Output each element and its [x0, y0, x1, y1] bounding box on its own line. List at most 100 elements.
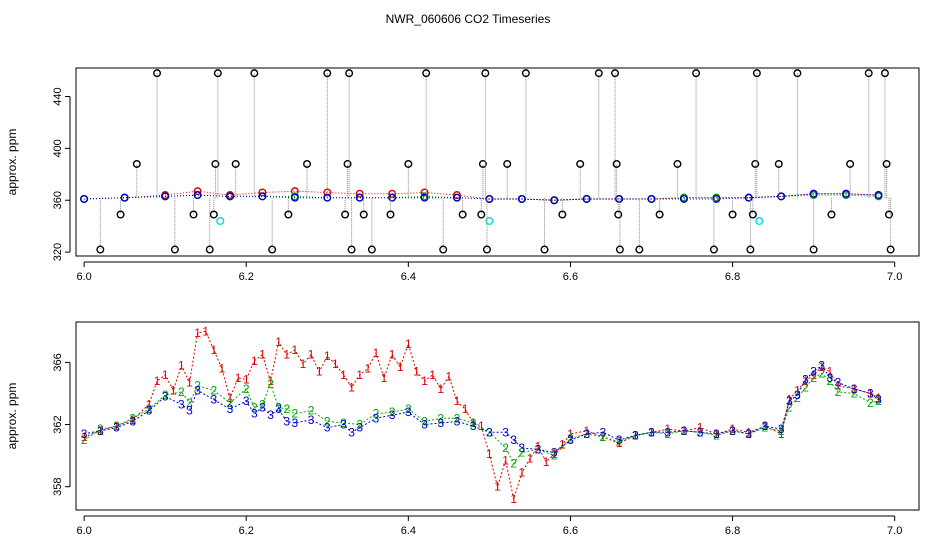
top-y-tick-label: 320: [52, 243, 64, 261]
bottom-data-point: 1: [283, 348, 290, 362]
bottom-data-point: 1: [429, 368, 436, 382]
top-data-point: [880, 69, 889, 78]
bottom-data-point: 1: [267, 374, 274, 388]
top-data-point: [885, 210, 894, 219]
bottom-x-tick-label: 6.8: [725, 525, 740, 537]
top-data-point: [594, 69, 603, 78]
bottom-data-point: 2: [810, 371, 817, 385]
bottom-data-point: 1: [518, 466, 525, 480]
bottom-data-point: 3: [713, 427, 720, 441]
top-data-point: [809, 245, 818, 254]
bottom-x-tick-label: 6.4: [401, 525, 416, 537]
bottom-data-point: 3: [875, 393, 882, 407]
bottom-data-point: 1: [194, 326, 201, 340]
top-data-point: [347, 245, 356, 254]
bottom-data-point: 2: [437, 411, 444, 425]
bottom-data-point: 1: [867, 386, 874, 400]
bottom-data-point: 3: [129, 414, 136, 428]
bottom-data-point: 3: [535, 442, 542, 456]
bottom-data-point: 3: [340, 418, 347, 432]
top-data-point: [550, 196, 559, 205]
bottom-data-point: 1: [413, 365, 420, 379]
top-data-point: [404, 159, 413, 168]
bottom-data-point: 1: [364, 362, 371, 376]
bottom-data-point: 1: [462, 402, 469, 416]
bottom-data-point: 1: [826, 365, 833, 379]
top-data-point: [692, 69, 701, 78]
top-x-tick-label: 6.0: [76, 271, 91, 283]
top-data-point: [323, 193, 332, 202]
top-data-point: [485, 194, 494, 203]
bottom-data-point: 1: [875, 391, 882, 405]
bottom-data-point: 3: [324, 421, 331, 435]
bottom-data-point: 3: [146, 404, 153, 418]
bottom-data-point: 3: [567, 433, 574, 447]
top-data-point: [517, 194, 526, 203]
top-data-point: [209, 210, 218, 219]
bottom-data-point: 1: [300, 357, 307, 371]
bottom-data-point: 3: [267, 408, 274, 422]
bottom-data-point: 3: [648, 425, 655, 439]
bottom-data-point: 2: [697, 425, 704, 439]
bottom-data-point: 3: [518, 441, 525, 455]
top-y-tick-label: 440: [52, 87, 64, 105]
bottom-data-point: 2: [259, 397, 266, 411]
bottom-data-point: 3: [583, 427, 590, 441]
bottom-data-point: 3: [664, 425, 671, 439]
bottom-y-tick-label: 358: [52, 478, 64, 496]
bottom-data-point: 3: [778, 422, 785, 436]
bottom-data-point: 1: [210, 343, 217, 357]
bottom-data-point: 2: [875, 394, 882, 408]
top-data-point: [323, 69, 332, 78]
top-data-point: [755, 216, 764, 225]
bottom-data-point: 3: [356, 421, 363, 435]
top-x-tick-label: 6.2: [239, 271, 254, 283]
bottom-data-point: 2: [275, 400, 282, 414]
top-data-point: [746, 245, 755, 254]
bottom-data-point: 1: [470, 416, 477, 430]
bottom-data-point: 2: [389, 405, 396, 419]
bottom-x-tick-label: 6.2: [239, 525, 254, 537]
bottom-data-point: 1: [835, 379, 842, 393]
top-data-point: [827, 210, 836, 219]
top-data-point: [420, 188, 429, 197]
bottom-data-point: 1: [389, 348, 396, 362]
bottom-data-point: 1: [664, 422, 671, 436]
top-data-point: [345, 69, 354, 78]
top-x-tick-label: 6.6: [563, 271, 578, 283]
bottom-data-point: 2: [826, 374, 833, 388]
top-data-point: [774, 159, 783, 168]
bottom-data-point: 2: [794, 391, 801, 405]
top-data-point: [213, 69, 222, 78]
bottom-data-point: 3: [437, 416, 444, 430]
bottom-data-point: 3: [502, 425, 509, 439]
top-data-point: [748, 210, 757, 219]
bottom-data-point: 1: [227, 391, 234, 405]
bottom-data-point: 2: [600, 430, 607, 444]
bottom-data-point: 2: [186, 396, 193, 410]
bottom-data-point: 2: [851, 386, 858, 400]
top-axes: 6.0 6.2 6.4 6.6 6.8 7.0 320 360 400 440: [52, 87, 902, 283]
bottom-data-point: 3: [600, 425, 607, 439]
top-data-point: [481, 69, 490, 78]
top-data-point: [874, 191, 883, 200]
bottom-data-point: 3: [348, 425, 355, 439]
bottom-data-point: 2: [129, 411, 136, 425]
bottom-data-point: 1: [583, 424, 590, 438]
bottom-data-point: 1: [794, 383, 801, 397]
top-data-point: [80, 194, 89, 203]
bottom-data-point: 1: [81, 430, 88, 444]
bottom-x-tick-label: 6.0: [76, 525, 91, 537]
top-data-point: [439, 245, 448, 254]
bottom-data-point: 3: [251, 407, 258, 421]
bottom-data-point: 3: [259, 400, 266, 414]
bottom-data-point: 3: [275, 402, 282, 416]
bottom-data-point: 3: [697, 425, 704, 439]
bottom-data-point: 1: [851, 382, 858, 396]
bottom-data-point: 3: [162, 390, 169, 404]
bottom-data-point: 2: [97, 422, 104, 436]
bottom-data-point: 1: [446, 369, 453, 383]
bottom-data-point: 2: [664, 427, 671, 441]
bottom-data-point: 3: [292, 416, 299, 430]
